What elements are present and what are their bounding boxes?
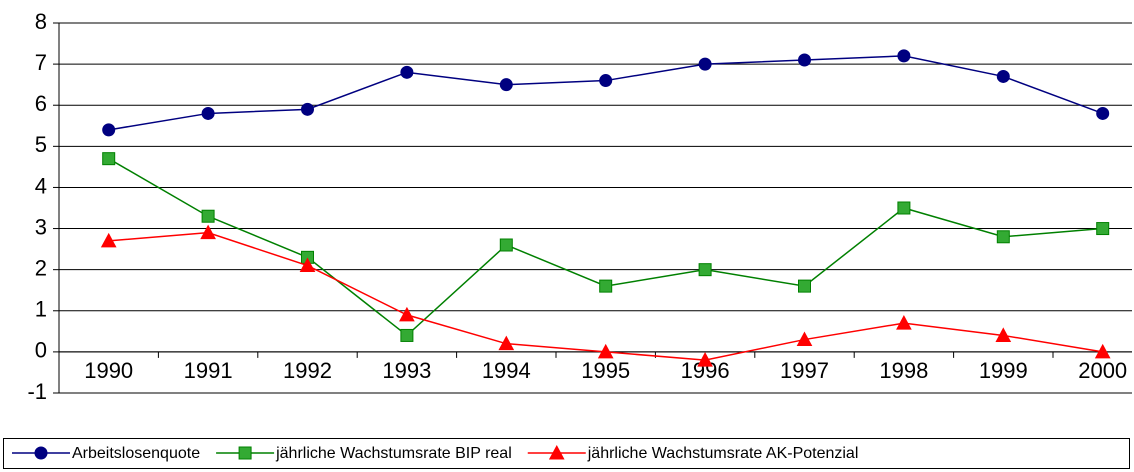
y-tick-label: 5 <box>35 132 47 157</box>
y-tick-label: 2 <box>35 255 47 280</box>
point <box>796 331 813 347</box>
point <box>201 106 215 120</box>
point <box>548 444 565 460</box>
x-tick-label: 1999 <box>979 358 1028 383</box>
y-tick-label: 1 <box>35 297 47 322</box>
point <box>599 279 613 293</box>
series-line <box>108 231 1103 361</box>
y-tick-label: 3 <box>35 214 47 239</box>
y-tick-label: 8 <box>35 9 47 34</box>
point <box>1094 343 1111 359</box>
point <box>102 123 116 137</box>
legend-label: Arbeitslosenquote <box>72 445 200 462</box>
x-tick-label: 1993 <box>382 358 431 383</box>
x-tick-label: 1998 <box>879 358 928 383</box>
series-line <box>108 158 1103 337</box>
point <box>100 232 117 248</box>
series-line <box>108 55 1103 131</box>
y-tick-label: 4 <box>35 173 47 198</box>
legend-entry: jährliche Wachstumsrate AK-Potenzial <box>527 444 859 462</box>
point <box>400 328 414 342</box>
x-tick-label: 2000 <box>1078 358 1127 383</box>
point <box>1096 222 1110 236</box>
point <box>798 53 811 67</box>
point <box>798 279 811 293</box>
legend-label: jährliche Wachstumsrate BIP real <box>275 445 512 462</box>
point <box>498 335 515 351</box>
x-tick-label: 1992 <box>283 358 332 383</box>
y-tick-label: 0 <box>35 338 47 363</box>
x-tick-label: 1990 <box>84 358 133 383</box>
point <box>697 352 713 367</box>
legend-entry: Arbeitslosenquote <box>12 445 200 462</box>
point <box>599 74 613 88</box>
point <box>996 230 1010 244</box>
legend-entry: jährliche Wachstumsrate BIP real <box>216 445 512 462</box>
point <box>897 49 911 63</box>
point <box>400 65 414 79</box>
y-tick-label: 7 <box>35 50 47 75</box>
point <box>995 327 1012 342</box>
point <box>102 152 116 166</box>
point <box>597 343 614 359</box>
point <box>34 446 48 460</box>
point <box>896 315 912 330</box>
point <box>1096 106 1110 120</box>
point <box>897 201 911 215</box>
x-tick-label: 1997 <box>780 358 829 383</box>
point <box>698 263 712 277</box>
point <box>200 224 216 240</box>
point <box>301 102 314 116</box>
point <box>399 306 415 322</box>
x-tick-label: 1995 <box>581 358 630 383</box>
y-tick-label: 6 <box>35 91 47 116</box>
point <box>499 238 513 252</box>
point <box>238 446 252 460</box>
point <box>299 257 316 273</box>
x-tick-label: 1994 <box>482 358 531 383</box>
x-tick-label: 1991 <box>184 358 233 383</box>
legend-label: jährliche Wachstumsrate AK-Potenzial <box>587 445 859 462</box>
point <box>499 78 513 92</box>
point <box>201 209 215 223</box>
point <box>996 69 1010 83</box>
y-tick-label: -1 <box>27 379 47 404</box>
point <box>698 57 712 71</box>
